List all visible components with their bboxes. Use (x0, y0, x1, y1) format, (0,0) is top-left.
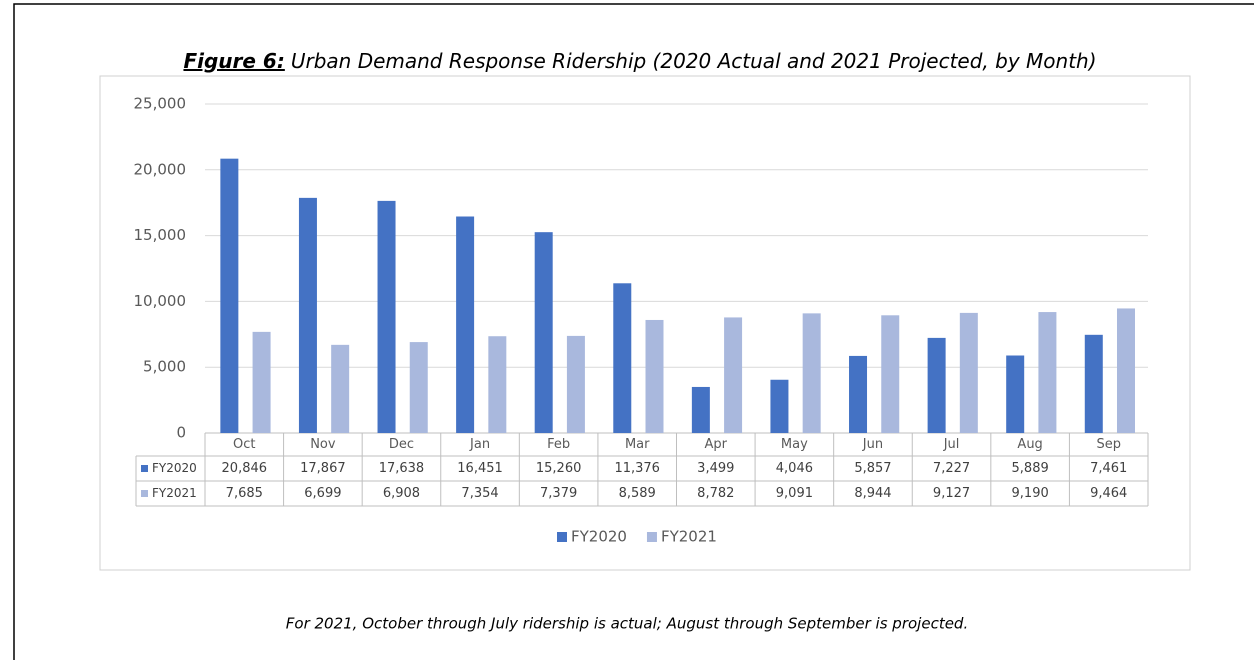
table-value: 7,354 (461, 486, 498, 501)
table-value: 4,046 (776, 461, 813, 476)
bar (456, 216, 475, 433)
page-border (13, 3, 1254, 660)
bar (849, 355, 868, 433)
table-value: 7,461 (1090, 461, 1127, 476)
legend-swatch (557, 532, 567, 542)
bar (220, 158, 239, 434)
bar (377, 200, 396, 433)
legend-swatch (646, 532, 657, 542)
table-value: 6,908 (383, 486, 420, 501)
bar (613, 283, 632, 433)
x-tick-label: Jul (943, 437, 960, 452)
x-tick-label: May (781, 437, 808, 452)
y-tick-label: 5,000 (143, 358, 186, 376)
legend-label: FY2020 (571, 528, 627, 546)
bar (1038, 312, 1057, 433)
x-tick-label: Apr (705, 437, 728, 452)
bar (1006, 355, 1025, 433)
table-value: 7,227 (933, 461, 970, 476)
table-series-name: FY2021 (152, 486, 197, 500)
bar (331, 344, 350, 433)
table-value: 8,589 (619, 486, 656, 501)
table-value: 5,857 (854, 461, 891, 476)
chart-title-group: Figure 6: Urban Demand Response Ridership… (183, 49, 1096, 73)
bar (409, 342, 428, 433)
x-tick-label: Nov (310, 437, 336, 452)
bar (724, 317, 743, 433)
bar (1116, 308, 1135, 433)
y-tick-label: 15,000 (134, 226, 187, 244)
table-value: 8,782 (697, 486, 734, 501)
bar (645, 319, 664, 433)
table-value: 11,376 (614, 461, 660, 476)
y-tick-label: 20,000 (134, 160, 187, 178)
table-series-name: FY2020 (152, 461, 197, 475)
bar (927, 337, 946, 433)
bar (534, 232, 553, 433)
y-tick-label: 25,000 (134, 95, 187, 113)
x-tick-label: Dec (389, 437, 414, 452)
chart-border (99, 75, 1191, 571)
bar (881, 315, 900, 433)
x-tick-label: Mar (625, 437, 650, 452)
bar (298, 197, 317, 433)
bar (770, 379, 789, 433)
table-value: 8,944 (854, 486, 891, 501)
table-swatch (141, 490, 148, 497)
x-tick-label: Sep (1096, 437, 1121, 452)
bar (691, 386, 710, 433)
bar (488, 336, 507, 433)
table-value: 5,889 (1012, 461, 1049, 476)
chart-title: Urban Demand Response Ridership (2020 Ac… (291, 49, 1097, 73)
bar (566, 335, 585, 433)
table-swatch (141, 465, 148, 472)
figure-label: Figure 6: (183, 49, 284, 73)
y-tick-label: 10,000 (134, 292, 187, 310)
table-value: 7,685 (226, 486, 263, 501)
x-tick-label: Aug (1017, 437, 1042, 452)
table-value: 3,499 (697, 461, 734, 476)
table-value: 20,846 (222, 461, 268, 476)
x-tick-label: Jan (469, 437, 490, 452)
table-value: 15,260 (536, 461, 582, 476)
table-value: 17,638 (379, 461, 425, 476)
table-value: 9,091 (776, 486, 813, 501)
table-value: 9,464 (1090, 486, 1127, 501)
footnote: For 2021, October through July ridership… (286, 615, 968, 633)
bar (252, 331, 271, 433)
x-tick-label: Feb (547, 437, 570, 452)
table-value: 6,699 (304, 486, 341, 501)
table-value: 16,451 (457, 461, 503, 476)
bar (802, 313, 821, 433)
bar (1084, 334, 1103, 433)
table-value: 9,127 (933, 486, 970, 501)
y-tick-label: 0 (176, 424, 186, 442)
x-tick-label: Oct (233, 437, 255, 452)
x-tick-label: Jun (862, 437, 883, 452)
table-value: 17,867 (300, 461, 346, 476)
bar (959, 312, 978, 433)
table-value: 7,379 (540, 486, 577, 501)
legend-label: FY2021 (661, 528, 717, 546)
table-value: 9,190 (1012, 486, 1049, 501)
